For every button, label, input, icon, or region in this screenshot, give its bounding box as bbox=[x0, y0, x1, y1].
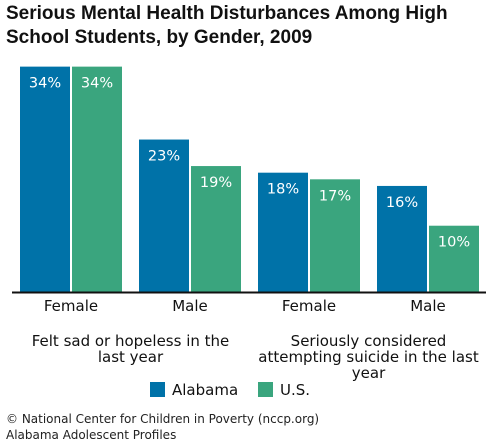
group-label-line: Seriously considered bbox=[291, 332, 447, 350]
bar-value-label: 23% bbox=[148, 149, 180, 165]
legend-swatch-us bbox=[258, 382, 273, 397]
category-label: Female bbox=[282, 297, 336, 315]
group-label-line: year bbox=[352, 364, 386, 382]
bar-alabama-2 bbox=[258, 172, 308, 292]
group-label-line: Felt sad or hopeless in the bbox=[32, 332, 230, 350]
bar-value-label: 18% bbox=[267, 182, 299, 198]
category-label: Male bbox=[172, 297, 208, 315]
chart-title: Serious Mental Health Disturbances Among… bbox=[6, 2, 492, 50]
group-label-line: last year bbox=[98, 348, 164, 366]
bar-alabama-1 bbox=[139, 139, 189, 292]
bar-us-3 bbox=[429, 225, 479, 292]
bar-value-label: 16% bbox=[386, 195, 418, 211]
bar-us-1 bbox=[191, 166, 241, 292]
chart-title-line-2: School Students, by Gender, 2009 bbox=[6, 27, 313, 48]
source-line: Alabama Adolescent Profiles bbox=[6, 428, 177, 442]
category-label: Male bbox=[410, 297, 446, 315]
legend-label-us: U.S. bbox=[280, 381, 310, 399]
bar-value-label: 10% bbox=[438, 235, 470, 251]
bar-chart: 34% 23% 18% 16% 34% 19% 17% 10% Female Male Female… bbox=[12, 66, 486, 399]
bar-value-label: 34% bbox=[81, 76, 113, 92]
chart-title-line-1: Serious Mental Health Disturbances Among… bbox=[6, 3, 448, 24]
group-label-line: attempting suicide in the last bbox=[258, 348, 479, 366]
bar-value-label: 17% bbox=[319, 188, 351, 204]
category-label: Female bbox=[44, 297, 98, 315]
bar-value-label: 34% bbox=[29, 76, 61, 92]
bar-alabama-0 bbox=[20, 66, 70, 292]
bar-alabama-3 bbox=[377, 185, 427, 292]
legend-label-alabama: Alabama bbox=[172, 381, 238, 399]
copyright-line: © National Center for Children in Povert… bbox=[6, 412, 320, 426]
legend-swatch-alabama bbox=[150, 382, 165, 397]
bar-value-label: 19% bbox=[200, 175, 232, 191]
bar-us-0 bbox=[72, 66, 122, 292]
bar-us-2 bbox=[310, 179, 360, 292]
chart-footer: © National Center for Children in Povert… bbox=[6, 411, 492, 443]
